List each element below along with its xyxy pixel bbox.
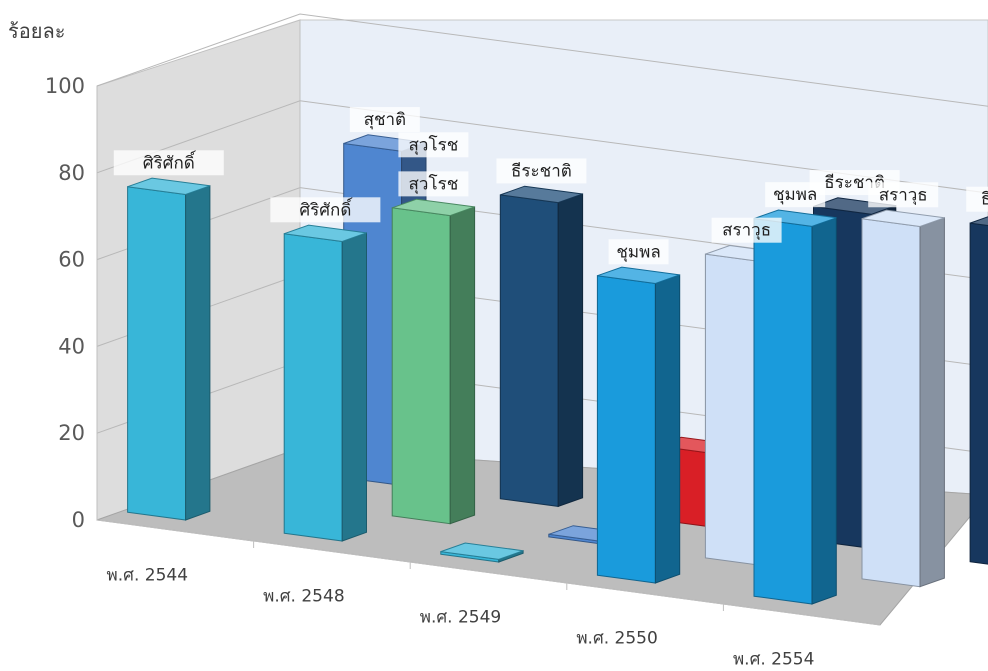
x-tick-label: พ.ศ. 2544 (107, 566, 188, 586)
bar-label: ศิริศักดิ์ (143, 150, 197, 173)
bar-top (861, 209, 945, 228)
bar-label: ธีระชาติ (981, 190, 988, 210)
bar-side (919, 217, 945, 588)
bar-label: สุชาติ (364, 110, 407, 130)
bar-top (392, 198, 475, 217)
y-tick-label: 40 (58, 334, 85, 358)
bar-label-box (398, 132, 469, 158)
bar-label-box (711, 217, 782, 243)
bar-label-box (113, 150, 224, 176)
bar-front (391, 207, 451, 525)
bar-label: ศิริศักดิ์ (299, 197, 353, 220)
y-axis-unit-label: ร้อยละ (8, 19, 65, 43)
bar-label: สุวโรช (409, 173, 459, 194)
bar-top (753, 209, 837, 227)
bar-label-box (966, 186, 988, 212)
bar-label: สราวุธ (722, 221, 771, 241)
y-tick-label: 80 (58, 161, 85, 185)
bar (753, 209, 837, 605)
bars (127, 134, 988, 605)
bar-label-box (765, 182, 826, 208)
bar (440, 542, 524, 563)
bar-label: ชุมพล (616, 242, 660, 262)
x-tick-label: พ.ศ. 2550 (576, 629, 657, 649)
bar-front (283, 233, 343, 542)
bar (596, 266, 681, 584)
bar-labels: ศิริศักดิ์สุชาติศิริศักดิ์สุวโรชสุวโรชธี… (113, 107, 988, 265)
x-tick-label: พ.ศ. 2554 (733, 650, 814, 670)
y-tick-label: 100 (45, 74, 85, 98)
bar (499, 185, 584, 508)
bar-side (341, 232, 367, 542)
gridline (96, 13, 988, 107)
bar-front (127, 186, 187, 521)
bar-top (597, 266, 680, 285)
bar-side (557, 193, 584, 508)
bar-top (284, 224, 367, 243)
bar-label: ชุมพล (773, 185, 817, 205)
bar (127, 177, 211, 521)
bar-side (185, 185, 211, 521)
bar-label-box (868, 182, 939, 208)
bar-front (596, 275, 656, 584)
bar-label: สราวุธ (879, 185, 928, 205)
bar-side (654, 274, 681, 584)
x-tick-label: พ.ศ. 2548 (263, 587, 344, 607)
bar-top (969, 216, 988, 227)
bar (861, 209, 945, 588)
bar-front (499, 194, 559, 507)
bar-top (127, 177, 211, 196)
bar-side (811, 217, 837, 605)
bar-front (753, 218, 813, 605)
bar-label-box (398, 171, 469, 197)
bar-front (861, 218, 921, 588)
bar-label: ธีระชาติ (511, 161, 572, 181)
bar-front (969, 222, 988, 565)
bar-side (449, 206, 476, 525)
x-axis-line (96, 519, 881, 626)
bar-label-box (270, 197, 381, 223)
y-tick-label: 20 (58, 421, 85, 445)
y-axis: 0 20 40 60 80 100 (45, 74, 98, 532)
x-tick-label: พ.ศ. 2549 (420, 608, 501, 628)
x-axis: พ.ศ. 2544 พ.ศ. 2548 พ.ศ. 2549 พ.ศ. 2550 พ.ศ.… (96, 519, 881, 670)
bar-label: สุวโรช (409, 134, 459, 155)
bar-label-box (496, 158, 587, 184)
bar-top (440, 542, 524, 560)
bar-label-box (349, 107, 420, 133)
bar (391, 198, 476, 525)
y-tick-label: 60 (58, 248, 85, 272)
bar (969, 216, 988, 565)
y-tick-label: 0 (72, 508, 85, 532)
bar (283, 224, 367, 542)
bar-top (500, 185, 583, 204)
bar-label-box (608, 239, 669, 265)
